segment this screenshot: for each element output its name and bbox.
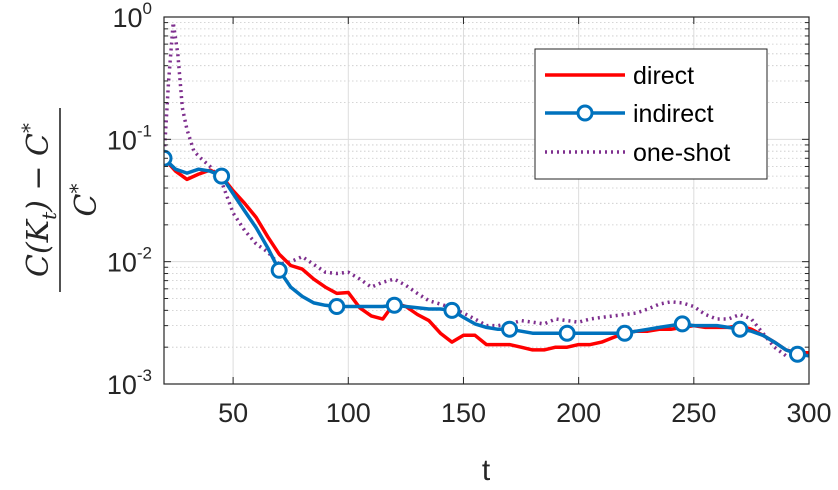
series-layer (164, 20, 809, 363)
series-indirect-line (164, 156, 809, 358)
y-tick-label: 10-1 (107, 121, 152, 155)
legend-one-shot-label: one-shot (633, 139, 730, 167)
y-tick-labels: 10-3 10-2 10-1 100 (107, 0, 152, 400)
legend: direct indirect one-shot (534, 48, 768, 180)
y-tick-label: 10-2 (107, 244, 152, 278)
y-tick-label: 100 (112, 0, 152, 33)
series-indirect-marker (270, 261, 288, 279)
y-axis-numerator: C(Kt) − C* (17, 123, 61, 277)
x-axis-label: t (482, 454, 491, 487)
legend-indirect-label: indirect (633, 100, 714, 128)
x-tick-label: 300 (786, 398, 831, 428)
series-indirect-marker (501, 320, 519, 338)
y-axis-denominator: C* (65, 184, 104, 217)
y-tick-label: 10-3 (107, 366, 152, 400)
series-indirect-marker (328, 298, 346, 316)
x-tick-label: 150 (441, 398, 486, 428)
series-indirect-marker (616, 324, 634, 342)
x-tick-label: 50 (218, 398, 248, 428)
tick-marks (164, 16, 810, 385)
legend-direct-label: direct (633, 62, 694, 90)
x-tick-label: 100 (326, 398, 371, 428)
x-tick-label: 250 (671, 398, 716, 428)
series-indirect-marker (213, 167, 231, 185)
series-indirect-marker (443, 301, 461, 319)
legend-indirect-marker (576, 104, 594, 122)
x-tick-labels: 50 100 150 200 250 300 (218, 398, 831, 428)
series-indirect-marker (731, 320, 749, 338)
series-indirect-marker (788, 345, 806, 363)
series-indirect-marker (385, 296, 403, 314)
plot-frame (163, 16, 810, 385)
series-indirect-marker (558, 324, 576, 342)
series-indirect-marker (673, 315, 691, 333)
y-axis-label: C(Kt) − C* C* (17, 108, 104, 292)
x-tick-label: 200 (556, 398, 601, 428)
